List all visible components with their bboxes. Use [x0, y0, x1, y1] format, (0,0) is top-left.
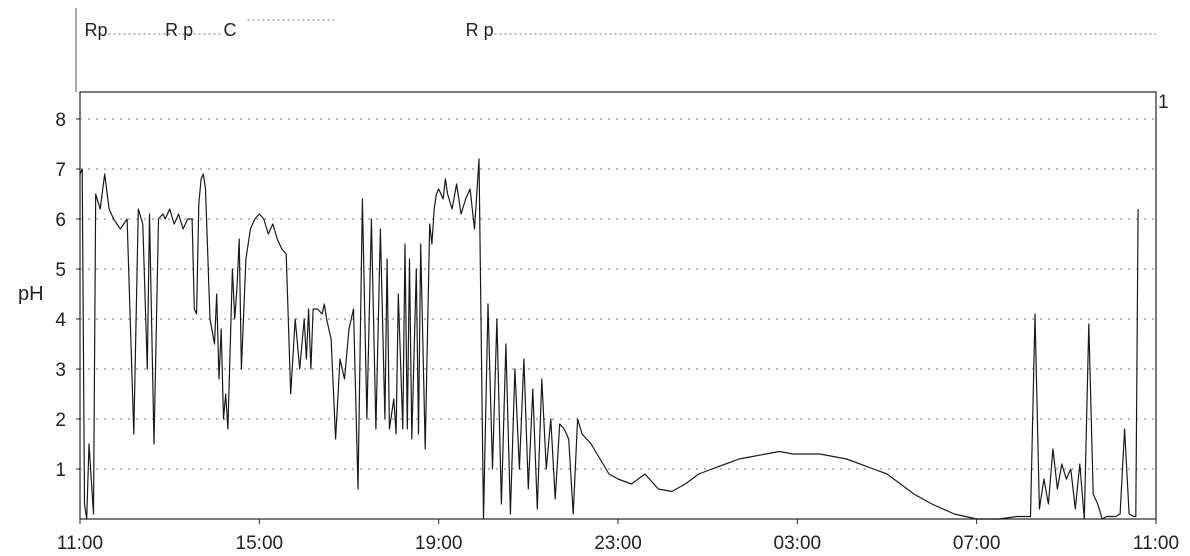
x-tick-label: 03:00 [774, 533, 822, 554]
y-tick-label: 4 [55, 310, 66, 331]
y-tick-label: 1 [55, 460, 66, 481]
plot-frame [79, 91, 1157, 520]
event-label: R p [165, 20, 193, 40]
x-tick-label: 11:00 [1133, 533, 1179, 554]
y-tick-label: 7 [55, 160, 66, 181]
y-axis-ticks: 1 2 3 4 5 6 7 8 [55, 110, 80, 481]
x-tick-label: 07:00 [953, 533, 1001, 554]
event-label: R p [466, 20, 494, 40]
event-label: C [223, 20, 236, 40]
y-tick-label: 5 [55, 260, 66, 281]
event-label: Rp [84, 20, 107, 40]
right-marker: 1 [1158, 92, 1169, 113]
y-tick-label: 3 [55, 360, 66, 381]
x-tick-label: 15:00 [236, 533, 284, 554]
event-panel [76, 8, 1156, 92]
series-group [79, 158, 1139, 520]
y-tick-label: 8 [55, 110, 66, 131]
x-tick-label: 23:00 [594, 533, 642, 554]
event-markers: Rp R p C R p [84, 19, 1156, 40]
ph-series-line [79, 158, 1139, 520]
x-axis-ticks: 11:00 15:00 19:00 23:00 03:00 07:00 11:00 [57, 519, 1179, 554]
y-axis-label: pH [18, 283, 44, 305]
x-tick-label: 11:00 [57, 533, 103, 554]
y-tick-label: 6 [55, 210, 66, 231]
grid-lines [80, 118, 1156, 470]
y-tick-label: 2 [55, 410, 66, 431]
x-tick-label: 19:00 [415, 533, 463, 554]
